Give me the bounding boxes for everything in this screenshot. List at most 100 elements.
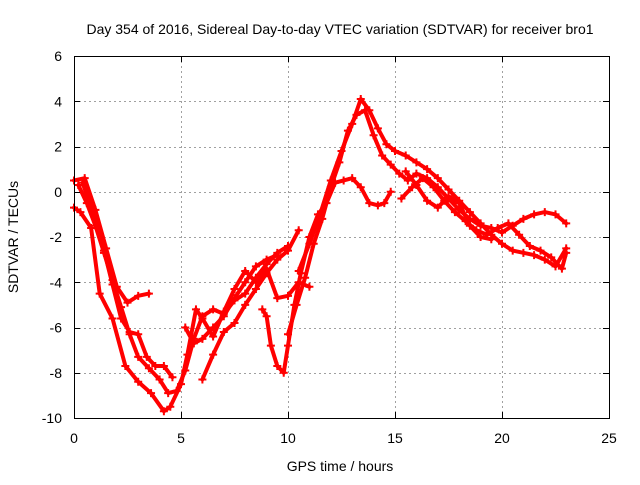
y-tick-label: -2 bbox=[50, 229, 63, 245]
y-tick-label: 0 bbox=[54, 184, 62, 200]
series-track-4 bbox=[78, 178, 177, 382]
data-point bbox=[125, 328, 134, 337]
data-point bbox=[279, 368, 288, 377]
data-point bbox=[121, 361, 130, 370]
data-point bbox=[147, 389, 156, 398]
data-point bbox=[230, 294, 239, 303]
data-point bbox=[219, 328, 228, 337]
data-point bbox=[305, 239, 314, 248]
data-point bbox=[284, 291, 292, 300]
data-point bbox=[134, 352, 143, 361]
data-point bbox=[465, 208, 474, 217]
label-layer: 0 5 10 15 20 25 -10 -8 -6 -4 -2 0 2 4 6 bbox=[42, 48, 617, 446]
data-point bbox=[159, 407, 168, 416]
data-point bbox=[251, 273, 260, 282]
data-point bbox=[455, 199, 464, 208]
data-point bbox=[397, 194, 406, 203]
y-tick-label: 6 bbox=[54, 48, 62, 64]
data-point bbox=[316, 210, 325, 219]
data-point bbox=[159, 361, 168, 370]
data-point bbox=[476, 219, 485, 228]
data-point bbox=[515, 230, 524, 239]
data-point bbox=[337, 147, 346, 156]
data-point bbox=[423, 165, 432, 174]
y-tick-label: -8 bbox=[50, 365, 63, 381]
data-point bbox=[301, 273, 310, 282]
data-point bbox=[284, 330, 292, 339]
data-point bbox=[241, 289, 250, 298]
data-point bbox=[142, 352, 151, 361]
data-point bbox=[476, 233, 485, 241]
data-point bbox=[504, 219, 513, 228]
y-axis-label: SDTVAR / TECUs bbox=[5, 181, 21, 293]
data-point bbox=[117, 314, 126, 323]
data-point bbox=[326, 176, 335, 185]
data-point bbox=[557, 264, 566, 273]
data-point bbox=[450, 208, 459, 217]
data-point bbox=[78, 178, 87, 187]
data-point bbox=[198, 312, 207, 321]
data-point bbox=[123, 298, 132, 307]
data-point bbox=[348, 174, 357, 183]
y-tick-label: -4 bbox=[50, 274, 63, 290]
data-point bbox=[262, 312, 271, 321]
data-point bbox=[547, 253, 556, 262]
data-layer bbox=[70, 94, 571, 416]
data-point bbox=[251, 285, 260, 294]
data-point bbox=[373, 124, 382, 133]
data-point bbox=[465, 221, 474, 230]
data-point bbox=[134, 330, 143, 339]
data-point bbox=[209, 350, 218, 359]
data-point bbox=[369, 131, 378, 140]
series-track-9 bbox=[294, 94, 571, 275]
data-point bbox=[262, 269, 271, 278]
series-line bbox=[200, 228, 301, 382]
data-point bbox=[292, 300, 301, 309]
data-point bbox=[89, 210, 98, 219]
data-point bbox=[209, 323, 218, 332]
data-point bbox=[487, 235, 496, 244]
data-point bbox=[498, 228, 506, 237]
data-point bbox=[562, 219, 571, 228]
data-point bbox=[498, 239, 506, 248]
x-tick-label: 25 bbox=[601, 430, 617, 446]
data-point bbox=[230, 318, 239, 327]
data-point bbox=[241, 266, 250, 275]
data-point bbox=[339, 176, 348, 185]
data-point bbox=[108, 280, 117, 289]
data-point bbox=[444, 185, 453, 194]
data-point bbox=[151, 361, 160, 370]
data-point bbox=[356, 183, 365, 192]
tick-layer bbox=[74, 56, 610, 419]
data-point bbox=[251, 262, 260, 271]
data-point bbox=[230, 285, 239, 294]
data-point bbox=[525, 242, 534, 251]
data-point bbox=[181, 366, 190, 375]
data-point bbox=[189, 339, 198, 348]
data-point bbox=[144, 289, 153, 298]
data-point bbox=[348, 119, 357, 128]
data-point bbox=[181, 323, 190, 332]
data-point bbox=[412, 169, 421, 178]
x-tick-label: 15 bbox=[387, 430, 403, 446]
data-point bbox=[144, 364, 153, 373]
data-point bbox=[408, 183, 417, 192]
data-point bbox=[80, 174, 89, 183]
data-point bbox=[356, 94, 365, 103]
data-point bbox=[412, 158, 421, 167]
data-point bbox=[258, 305, 267, 314]
series-track-6 bbox=[198, 226, 303, 384]
data-point bbox=[378, 151, 387, 160]
data-point bbox=[540, 208, 549, 217]
x-tick-label: 5 bbox=[177, 430, 185, 446]
data-point bbox=[262, 255, 271, 264]
y-tick-label: -6 bbox=[50, 320, 63, 336]
data-point bbox=[519, 248, 528, 257]
data-point bbox=[382, 140, 391, 149]
x-tick-label: 10 bbox=[280, 430, 296, 446]
y-tick-label: -10 bbox=[42, 410, 62, 426]
data-point bbox=[284, 246, 292, 255]
